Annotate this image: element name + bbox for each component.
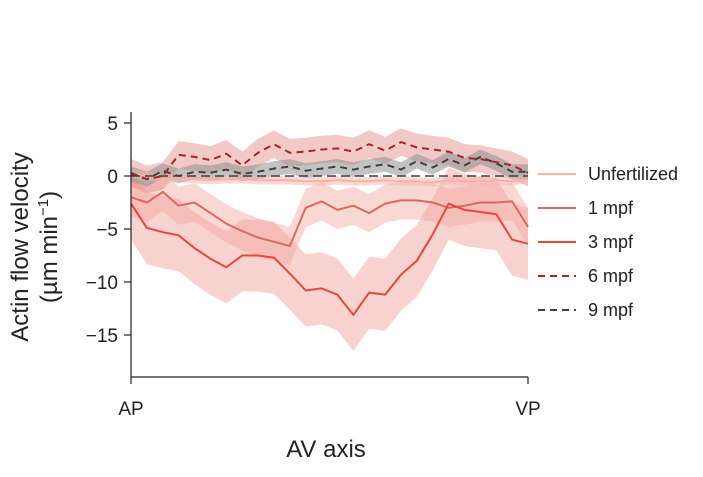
band-3-mpf: [131, 167, 528, 351]
x-tick-label-start: AP: [118, 399, 143, 420]
x-tick-label-end: VP: [515, 399, 540, 420]
y-tick-label: −5: [96, 220, 118, 241]
line-6-mpf: [130, 141, 529, 181]
y-axis-title-line1: Actin flow velocity: [7, 152, 34, 341]
y-tick-label: 0: [107, 167, 118, 188]
axes: AP VP: [118, 112, 541, 420]
legend-label-6-mpf: 6 mpf: [588, 266, 634, 286]
legend-label-unfertilized: Unfertilized: [588, 164, 678, 184]
x-axis-title: AV axis: [286, 436, 366, 463]
y-tick-label: 5: [107, 114, 118, 135]
y-tick-label: −10: [86, 273, 118, 294]
legend-label-1-mpf: 1 mpf: [588, 198, 634, 218]
y-axis-unit: (µm min: [36, 216, 63, 303]
confidence-bands: [131, 128, 528, 351]
y-axis-unit-close: ): [36, 191, 63, 199]
line-9-mpf: [130, 155, 528, 181]
y-axis-unit-exponent: −1: [35, 199, 52, 216]
y-tick-label: −15: [86, 326, 118, 347]
y-ticks: 5 0 −5 −10 −15: [86, 114, 131, 347]
legend-label-9-mpf: 9 mpf: [588, 300, 634, 320]
y-axis-title-line2: (µm min−1): [35, 191, 63, 303]
line-1-mpf: [130, 190, 529, 247]
legend: Unfertilized 1 mpf 3 mpf 6 mpf 9 mpf: [538, 164, 678, 320]
series-lines: [130, 141, 529, 316]
y-axis-title: Actin flow velocity (µm min−1): [7, 152, 63, 341]
band-1-mpf: [131, 172, 528, 265]
legend-label-3-mpf: 3 mpf: [588, 232, 634, 252]
line-unfertilized: [130, 172, 529, 184]
line-3-mpf: [130, 202, 529, 316]
